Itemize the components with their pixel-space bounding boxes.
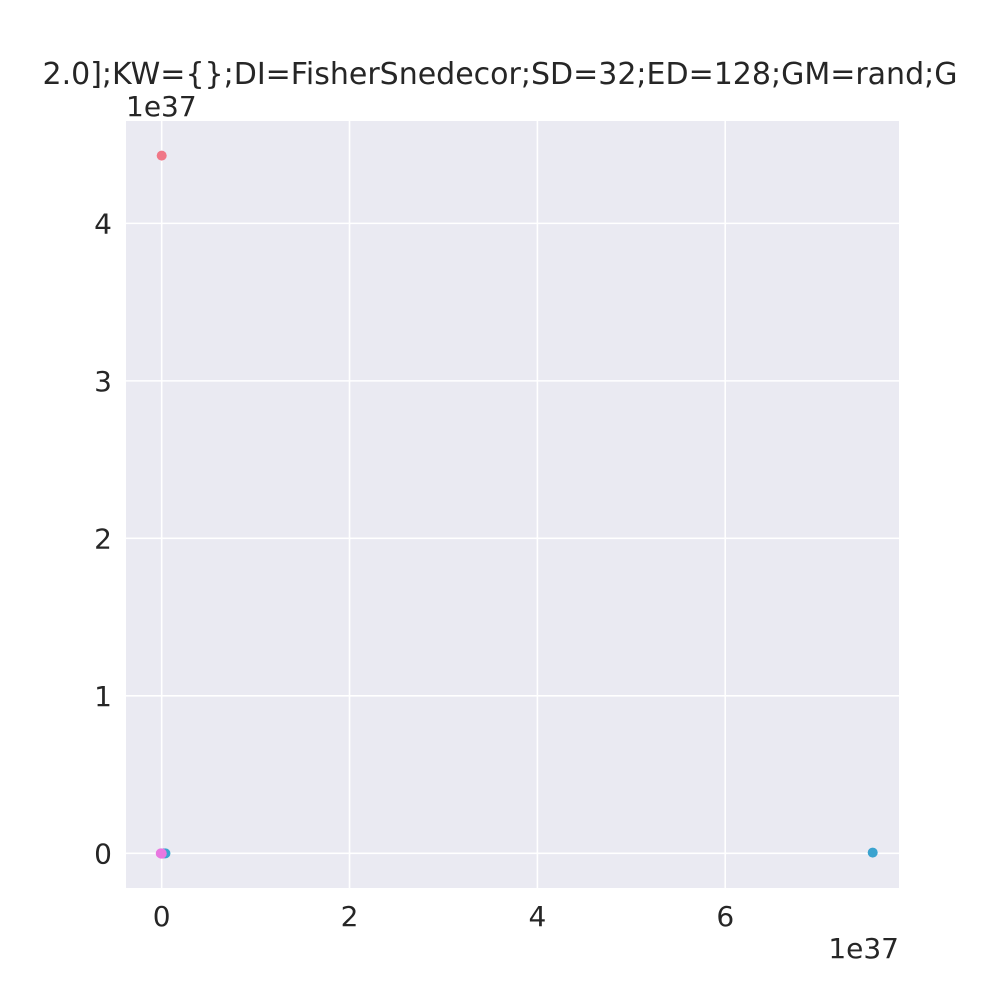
x-axis-ticks: 0 2 4 6	[153, 900, 734, 933]
y-tick-label: 4	[94, 207, 112, 240]
y-tick-label: 1	[94, 680, 112, 713]
y-tick-label: 0	[94, 837, 112, 870]
plot-area	[126, 121, 899, 888]
scatter-point	[156, 150, 167, 161]
scatter-points	[155, 150, 878, 859]
x-tick-label: 2	[341, 900, 359, 933]
x-tick-label: 4	[528, 900, 546, 933]
x-offset-text: 1e37	[828, 932, 899, 965]
x-tick-label: 0	[153, 900, 171, 933]
y-offset-text: 1e37	[126, 90, 197, 123]
scatter-point	[867, 847, 878, 858]
chart-title: 2.0];KW={};DI=FisherSnedecor;SD=32;ED=12…	[43, 57, 958, 92]
grid-lines	[126, 121, 899, 888]
scatter-point	[156, 848, 167, 859]
x-tick-label: 6	[716, 900, 734, 933]
y-tick-label: 3	[94, 365, 112, 398]
y-axis-ticks: 0 1 2 3 4	[94, 207, 112, 870]
y-tick-label: 2	[94, 522, 112, 555]
